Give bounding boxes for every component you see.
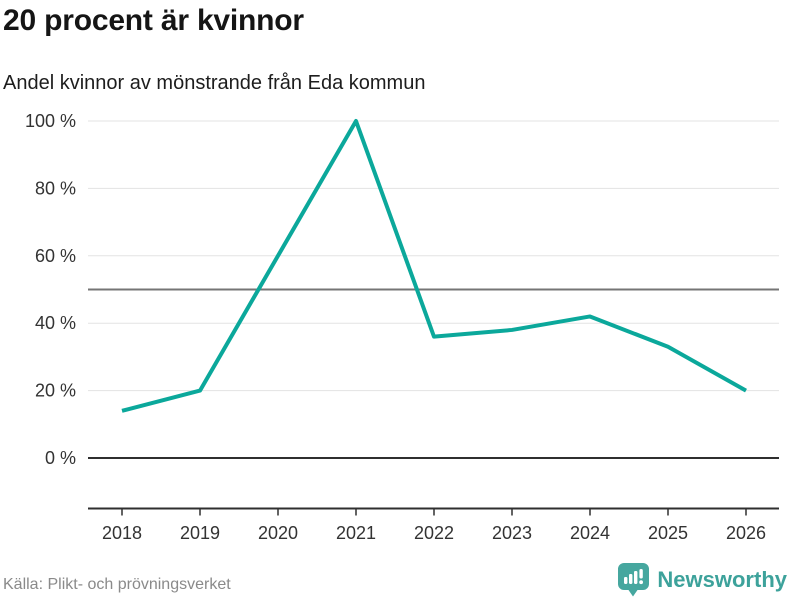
y-tick-label: 20 %: [35, 381, 76, 401]
x-tick-label: 2021: [336, 523, 376, 543]
chart-title: 20 procent är kvinnor: [3, 4, 304, 37]
newsworthy-logo[interactable]: Newsworthy: [617, 562, 787, 597]
x-tick-label: 2018: [102, 523, 142, 543]
y-tick-label: 60 %: [35, 246, 76, 266]
x-tick-label: 2026: [726, 523, 766, 543]
chart-subtitle: Andel kvinnor av mönstrande från Eda kom…: [3, 72, 426, 94]
x-tick-label: 2024: [570, 523, 610, 543]
x-tick-label: 2020: [258, 523, 298, 543]
y-tick-label: 0 %: [45, 448, 76, 468]
x-tick-label: 2025: [648, 523, 688, 543]
y-tick-label: 40 %: [35, 313, 76, 333]
y-tick-label: 80 %: [35, 178, 76, 198]
x-tick-label: 2023: [492, 523, 532, 543]
x-tick-label: 2022: [414, 523, 454, 543]
x-tick-label: 2019: [180, 523, 220, 543]
source-attribution: Källa: Plikt- och prövningsverket: [3, 576, 231, 593]
data-series-line: [121, 119, 747, 413]
newsworthy-wordmark: Newsworthy: [657, 566, 787, 592]
y-tick-label: 100 %: [25, 111, 76, 131]
newsworthy-chart-bubble-icon: [618, 563, 650, 597]
